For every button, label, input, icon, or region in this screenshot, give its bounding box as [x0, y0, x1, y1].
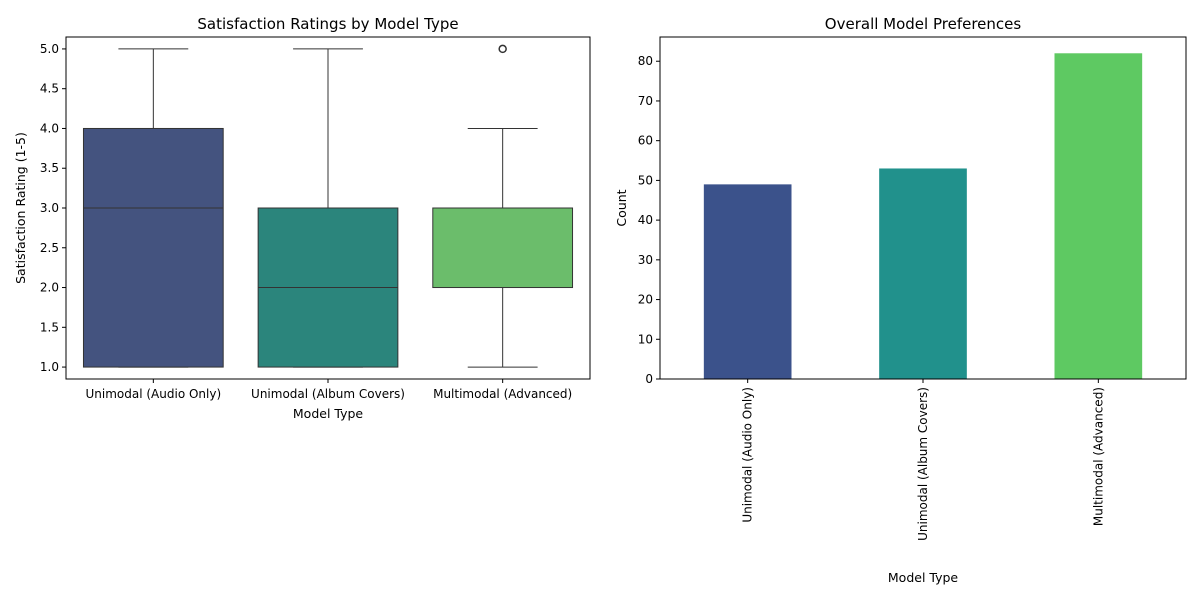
box-plot-y-tick-label: 3.0	[40, 201, 59, 215]
bar-chart-y-tick-label: 0	[645, 372, 653, 386]
bar	[879, 168, 967, 379]
box-plot-x-tick-label: Unimodal (Audio Only)	[86, 387, 222, 401]
bar-chart-x-tick-label: Unimodal (Album Covers)	[916, 387, 930, 541]
bar-chart-frame	[659, 36, 1187, 380]
bar-chart-x-tick-label: Multimodal (Advanced)	[1091, 387, 1105, 526]
box-plot-content: 1.0 1.5 2.0 2.5 3.0 3.5 4.0 4.5 5.0 Unimodal (Aud…	[40, 42, 574, 401]
box-outlier-point	[498, 44, 507, 54]
bar-chart-y-tick-label: 80	[638, 54, 653, 68]
bar-chart-panel: Overall Model Preferences Model Type Cou…	[614, 15, 1187, 585]
box-plot-y-tick-label: 2.5	[40, 241, 59, 255]
bar-chart-y-tick-label: 10	[638, 332, 653, 346]
bar-chart-y-tick-label: 70	[638, 94, 653, 108]
box-plot-frame	[65, 36, 591, 380]
bar-chart-y-tick-label: 60	[638, 134, 653, 148]
bar-chart-y-tick-label: 30	[638, 253, 653, 267]
bar	[703, 184, 792, 379]
box-plot-y-tick-label: 1.0	[40, 360, 59, 374]
box-plot-y-tick-label: 4.0	[40, 121, 59, 135]
box-plot-title: Satisfaction Ratings by Model Type	[197, 15, 458, 33]
bar-chart-y-tick-label: 50	[638, 173, 653, 187]
bar-chart-y-tick-label: 20	[638, 293, 653, 307]
box-plot-x-tick-label: Multimodal (Advanced)	[433, 387, 572, 401]
box-plot-x-tick-label: Unimodal (Album Covers)	[251, 387, 405, 401]
bar-chart-y-tick-label: 40	[638, 213, 653, 227]
box-iqr	[432, 207, 574, 289]
box-plot-y-tick-label: 1.5	[40, 320, 59, 334]
bar-chart-x-axis-label: Model Type	[888, 570, 959, 585]
box-plot-x-axis-label: Model Type	[293, 406, 364, 421]
bar	[1054, 53, 1143, 380]
box-iqr	[82, 127, 224, 368]
box-plot-y-tick-label: 5.0	[40, 42, 59, 56]
bar-chart-y-axis-label: Count	[614, 189, 629, 226]
box-plot-y-axis-label: Satisfaction Rating (1-5)	[13, 132, 28, 284]
box-plot-y-tick-label: 2.0	[40, 281, 59, 295]
box-plot-y-tick-label: 3.5	[40, 161, 59, 175]
bar-chart-x-tick-label: Unimodal (Audio Only)	[741, 387, 755, 523]
bar-chart-title: Overall Model Preferences	[825, 15, 1022, 33]
box-plot-y-tick-label: 4.5	[40, 82, 59, 96]
box-plot-panel: Satisfaction Ratings by Model Type Model…	[13, 15, 591, 421]
bar-chart-content: 0 10 20 30 40 50 60 70 80 Unimodal (Audio Only) Un…	[638, 53, 1143, 541]
